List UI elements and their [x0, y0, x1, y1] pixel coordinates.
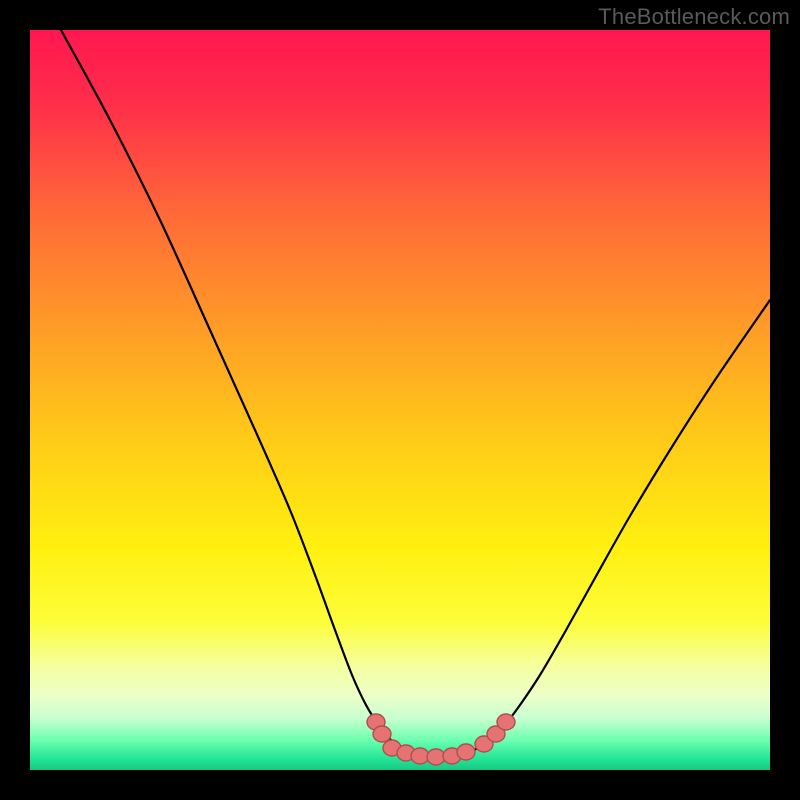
watermark-text: TheBottleneck.com — [598, 4, 790, 30]
marker-dot — [373, 726, 391, 742]
marker-dot — [497, 714, 515, 730]
plot-svg — [30, 30, 770, 770]
chart-frame: TheBottleneck.com — [0, 0, 800, 800]
marker-dot — [411, 748, 429, 764]
marker-dot — [457, 744, 475, 760]
marker-dot — [427, 749, 445, 765]
plot-background — [30, 30, 770, 770]
plot-area — [30, 30, 770, 770]
